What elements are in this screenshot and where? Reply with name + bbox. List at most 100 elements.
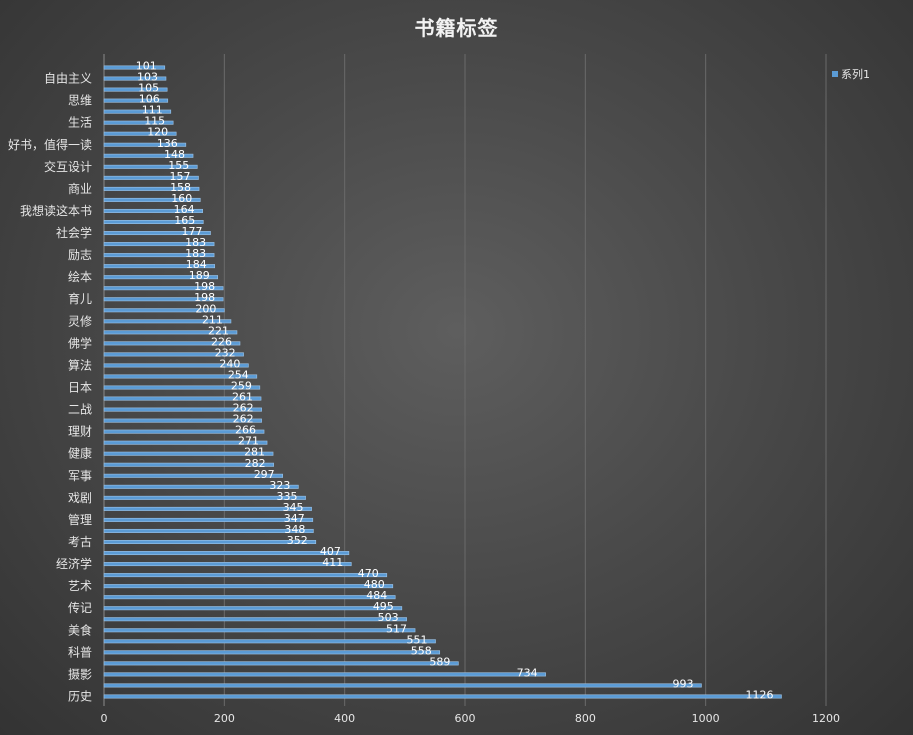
data-label: 589 (429, 655, 450, 668)
data-label: 189 (189, 269, 210, 282)
bar (103, 242, 215, 247)
data-label: 262 (233, 402, 254, 415)
data-label: 411 (322, 556, 343, 569)
data-label: 558 (411, 644, 432, 657)
bar (103, 352, 244, 357)
y-tick-label: 好书，值得一读 (8, 137, 92, 152)
data-label: 261 (232, 391, 253, 404)
bar (103, 584, 394, 589)
bar (103, 186, 200, 191)
x-tick-label: 1200 (812, 712, 840, 725)
y-tick-label: 交互设计 (44, 159, 92, 174)
data-label: 198 (194, 280, 215, 293)
bar (103, 131, 177, 136)
data-label: 136 (157, 137, 178, 150)
x-tick-label: 1000 (692, 712, 720, 725)
bar (103, 528, 314, 533)
bar (103, 65, 166, 70)
data-label: 266 (235, 424, 256, 437)
data-label: 470 (358, 567, 379, 580)
data-label: 111 (142, 104, 163, 117)
bar (103, 551, 350, 556)
data-label: 120 (147, 126, 168, 139)
y-tick-label: 绘本 (68, 269, 92, 284)
y-tick-label: 管理 (68, 512, 92, 527)
bar (103, 562, 352, 567)
data-label: 211 (202, 313, 223, 326)
bar (103, 374, 258, 379)
data-label: 148 (164, 148, 185, 161)
data-label: 347 (284, 512, 305, 525)
y-tick-label: 健康 (68, 446, 92, 461)
data-label: 183 (185, 236, 206, 249)
bar (103, 473, 283, 478)
data-label: 503 (378, 611, 399, 624)
bar (103, 694, 782, 699)
data-label: 198 (194, 291, 215, 304)
legend-swatch (832, 71, 838, 77)
bar (103, 231, 211, 236)
y-tick-label: 理财 (68, 425, 92, 439)
data-label: 232 (215, 346, 236, 359)
y-tick-label: 军事 (68, 469, 92, 483)
bar (103, 142, 187, 147)
data-label: 155 (168, 159, 189, 172)
data-label: 200 (195, 302, 216, 315)
data-label: 335 (277, 490, 298, 503)
y-tick-label: 美食 (68, 622, 92, 637)
bar (103, 683, 702, 688)
data-label: 480 (364, 578, 385, 591)
bar (103, 617, 407, 622)
y-tick-label: 我想读这本书 (20, 203, 92, 218)
bar (103, 429, 265, 434)
y-tick-label: 励志 (68, 248, 92, 262)
data-label: 282 (245, 457, 266, 470)
data-label: 281 (244, 446, 265, 459)
bar (103, 661, 459, 666)
bar (103, 650, 441, 655)
data-label: 517 (386, 622, 407, 635)
bar (103, 330, 238, 335)
data-label: 352 (287, 534, 308, 547)
y-tick-label: 考古 (68, 534, 92, 549)
x-tick-label: 800 (575, 712, 596, 725)
data-label: 323 (269, 479, 290, 492)
y-tick-label: 传记 (68, 600, 92, 615)
bar (103, 109, 172, 114)
bar (103, 164, 198, 169)
bar (103, 220, 204, 225)
data-label: 348 (284, 523, 305, 536)
x-tick-label: 400 (334, 712, 355, 725)
data-label: 157 (169, 170, 190, 183)
bar (103, 208, 203, 213)
data-label: 262 (233, 413, 254, 426)
data-label: 297 (254, 468, 275, 481)
bar (103, 341, 241, 346)
y-tick-label: 佛学 (68, 335, 92, 350)
bar (103, 308, 225, 313)
data-label: 271 (238, 435, 259, 448)
bar (103, 484, 299, 489)
y-tick-label: 经济学 (56, 556, 92, 571)
data-label: 105 (138, 82, 159, 95)
y-tick-label: 算法 (68, 357, 92, 372)
bar (103, 98, 169, 103)
bar (103, 506, 312, 511)
bar (103, 462, 274, 467)
data-label: 106 (139, 93, 160, 106)
bar (103, 672, 546, 677)
bar (103, 264, 216, 269)
y-tick-label: 自由主义 (44, 72, 92, 86)
bar (103, 87, 168, 92)
y-tick-label: 科普 (68, 645, 92, 659)
bar (103, 153, 194, 158)
y-tick-label: 生活 (68, 116, 92, 130)
bar (103, 76, 167, 81)
y-tick-label: 二战 (68, 403, 92, 417)
data-label: 993 (672, 677, 693, 690)
bar (103, 396, 262, 401)
data-label: 160 (171, 192, 192, 205)
data-label: 101 (136, 60, 157, 73)
legend-label: 系列1 (841, 68, 870, 81)
